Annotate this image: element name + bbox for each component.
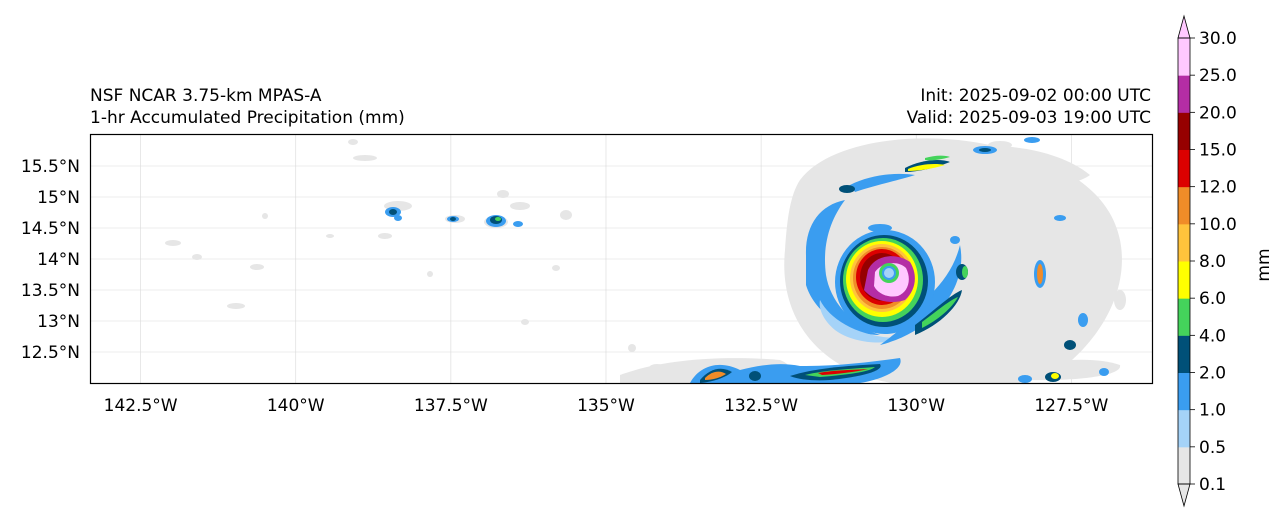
lat-tick-label: 14°N	[37, 250, 80, 270]
lat-tick-label: 15.5°N	[21, 157, 80, 177]
title-variable: 1-hr Accumulated Precipitation (mm)	[90, 108, 405, 128]
title-init-time: Init: 2025-09-02 00:00 UTC	[920, 86, 1151, 106]
colorbar-swatch	[1178, 112, 1190, 150]
precip-outer-bands	[805, 137, 1088, 350]
lon-tick-label: 140°W	[267, 396, 325, 416]
lat-tick-label: 13°N	[37, 312, 80, 332]
lon-tick-label: 137.5°W	[414, 396, 488, 416]
colorbar-tick-label: 25.0	[1199, 66, 1237, 86]
precip-storm-core	[835, 230, 935, 334]
colorbar-swatch	[1178, 372, 1190, 411]
colorbar-swatch	[1178, 261, 1190, 299]
colorbar-extend-min	[1177, 483, 1191, 508]
colorbar-tick-label: 0.5	[1199, 438, 1226, 458]
colorbar-swatch	[1178, 409, 1190, 448]
title-valid-time: Valid: 2025-09-03 19:00 UTC	[907, 108, 1151, 128]
precip-southern-band	[690, 358, 1109, 383]
lon-tick-label: 142.5°W	[104, 396, 178, 416]
precipitation-field	[165, 137, 1126, 383]
colorbar-tick-label: 1.0	[1199, 401, 1226, 421]
lat-tick-label: 13.5°N	[21, 281, 80, 301]
colorbar-tick-label: 4.0	[1199, 326, 1226, 346]
colorbar-label: mm	[1254, 248, 1274, 281]
colorbar-tick-label: 8.0	[1199, 252, 1226, 272]
lon-tick-label: 130°W	[887, 396, 945, 416]
lon-tick-label: 135°W	[577, 396, 635, 416]
colorbar-swatch	[1178, 446, 1190, 485]
latitude-axis: 12.5°N 13°N 13.5°N 14°N 14.5°N 15°N 15.5°N	[21, 157, 80, 363]
colorbar-swatch	[1178, 149, 1190, 188]
precip-isolated-cells-west	[385, 207, 523, 227]
colorbar: 0.1 0.5 1.0 2.0 4.0 6.0 8.0 10.0 12.0 15.0 20.0 25.…	[1177, 14, 1237, 508]
colorbar-tick-label: 6.0	[1199, 289, 1226, 309]
colorbar-tick-label: 20.0	[1199, 103, 1237, 123]
map-panel	[89, 133, 1154, 385]
lat-tick-label: 12.5°N	[21, 343, 80, 363]
title-model: NSF NCAR 3.75-km MPAS-A	[90, 86, 322, 106]
colorbar-swatch	[1178, 298, 1190, 336]
colorbar-tick-label: 10.0	[1199, 215, 1237, 235]
colorbar-tick-label: 2.0	[1199, 364, 1226, 384]
colorbar-swatch	[1178, 186, 1190, 225]
longitude-axis: 142.5°W 140°W 137.5°W 135°W 132.5°W 130°W 127.…	[104, 396, 1109, 416]
colorbar-tick-label: 0.1	[1199, 475, 1226, 495]
colorbar-tick-label: 12.0	[1199, 178, 1237, 198]
colorbar-extend-max	[1177, 14, 1191, 39]
lat-tick-label: 15°N	[37, 188, 80, 208]
colorbar-swatch	[1178, 335, 1190, 373]
colorbar-swatch	[1178, 75, 1190, 113]
lat-tick-label: 14.5°N	[21, 219, 80, 239]
colorbar-swatch	[1178, 38, 1190, 76]
lon-tick-label: 127.5°W	[1034, 396, 1108, 416]
colorbar-tick-label: 30.0	[1199, 29, 1237, 49]
map-frame	[89, 133, 1154, 385]
colorbar-swatch	[1178, 223, 1190, 262]
colorbar-tick-label: 15.0	[1199, 141, 1237, 161]
lon-tick-label: 132.5°W	[724, 396, 798, 416]
